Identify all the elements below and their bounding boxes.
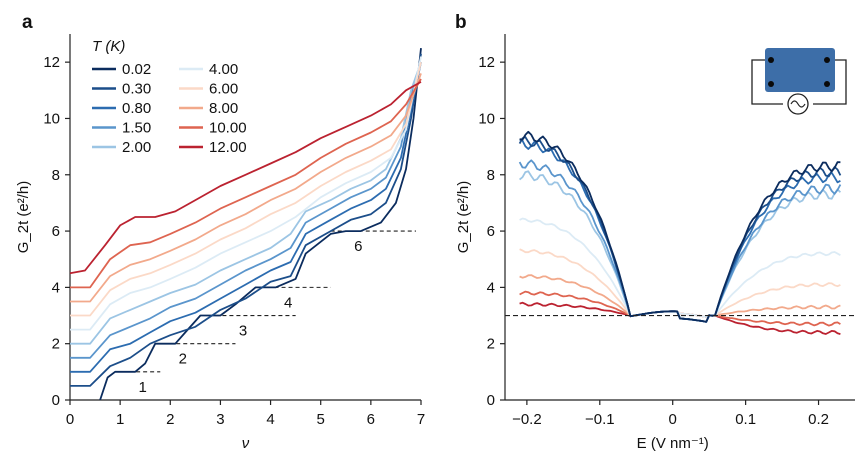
panel-label-b: b	[455, 12, 467, 33]
device-inset	[751, 48, 847, 115]
y-axis-label-b: G_2t (e²/h)	[455, 181, 472, 254]
series-line-a	[70, 78, 422, 289]
inset-contact	[768, 57, 774, 63]
y-tick-label-a: 4	[52, 279, 60, 296]
plateau-label: 3	[239, 323, 247, 340]
legend-label: 6.00	[209, 81, 238, 98]
series-line-a	[70, 73, 422, 303]
y-tick-label-a: 8	[52, 167, 60, 184]
series-line-b	[518, 159, 842, 323]
x-tick-label-b: 0	[669, 411, 677, 428]
x-tick-label-b: −0.1	[585, 411, 615, 428]
x-tick-label-a: 5	[317, 411, 325, 428]
y-tick-label-b: 0	[487, 392, 495, 409]
x-tick-label-a: 3	[216, 411, 224, 428]
legend-label: 2.00	[122, 139, 151, 156]
legend-label: 12.00	[209, 139, 247, 156]
panel-b: b −0.2 −0.1 0 0.1 0.2 0 2 4 6 8 10 12 E (V nm⁻¹) G_2t …	[455, 12, 855, 452]
inset-wire-left	[751, 59, 783, 105]
legend-label: 4.00	[209, 61, 238, 78]
series-line-a	[70, 61, 422, 317]
y-tick-label-a: 0	[52, 392, 60, 409]
inset-contact	[824, 57, 830, 63]
series-line-a	[69, 81, 422, 275]
series-line-a	[70, 61, 422, 359]
y-tick-label-b: 2	[487, 336, 495, 353]
series-line-b	[519, 138, 841, 323]
legend-label: 8.00	[209, 100, 238, 117]
inset-contact	[824, 81, 830, 87]
y-tick-label-b: 8	[487, 167, 495, 184]
series-line-a	[70, 61, 422, 345]
y-tick-label-a: 12	[43, 54, 60, 71]
x-tick-label-a: 2	[166, 411, 174, 428]
series-line-b	[519, 217, 841, 318]
y-tick-label-b: 10	[478, 110, 495, 127]
y-axis-label-a: G_2t (e²/h)	[15, 181, 32, 254]
plateau-label: 6	[354, 238, 362, 255]
y-tick-label-a: 2	[52, 336, 60, 353]
inset-wire-right	[813, 59, 847, 105]
series-line-b	[519, 130, 841, 323]
x-axis-label-b: E (V nm⁻¹)	[637, 435, 709, 452]
x-axis-label-a: ν	[242, 435, 250, 452]
x-tick-label-b: −0.2	[512, 411, 542, 428]
legend-label: 1.50	[122, 120, 151, 137]
legend-label: 0.02	[122, 61, 151, 78]
y-tick-label-a: 10	[43, 110, 60, 127]
series-line-a	[99, 48, 422, 401]
y-tick-label-b: 4	[487, 279, 495, 296]
x-tick-label-a: 1	[116, 411, 124, 428]
x-tick-label-b: 0.1	[735, 411, 756, 428]
series-line-a	[70, 56, 422, 331]
panel-label-a: a	[22, 12, 33, 33]
legend-label: 10.00	[209, 120, 247, 137]
legend-label: 0.30	[122, 81, 151, 98]
plateau-label: 1	[139, 379, 147, 396]
series-line-a	[70, 62, 422, 373]
x-tick-label-a: 0	[66, 411, 74, 428]
legend-label: 0.80	[122, 100, 151, 117]
legend-title: T (K)	[92, 38, 125, 55]
plateau-label: 2	[179, 351, 187, 368]
y-tick-label-b: 12	[478, 54, 495, 71]
inset-ac-wave	[790, 100, 806, 108]
x-tick-label-a: 6	[367, 411, 375, 428]
y-tick-label-a: 6	[52, 223, 60, 240]
plateau-label: 4	[284, 294, 292, 311]
y-tick-label-b: 6	[487, 223, 495, 240]
series-line-b	[519, 170, 842, 323]
x-tick-label-a: 7	[417, 411, 425, 428]
x-tick-label-b: 0.2	[808, 411, 829, 428]
x-tick-label-a: 4	[266, 411, 274, 428]
series-line-a	[70, 53, 422, 387]
inset-device	[765, 48, 835, 92]
inset-contact	[768, 81, 774, 87]
